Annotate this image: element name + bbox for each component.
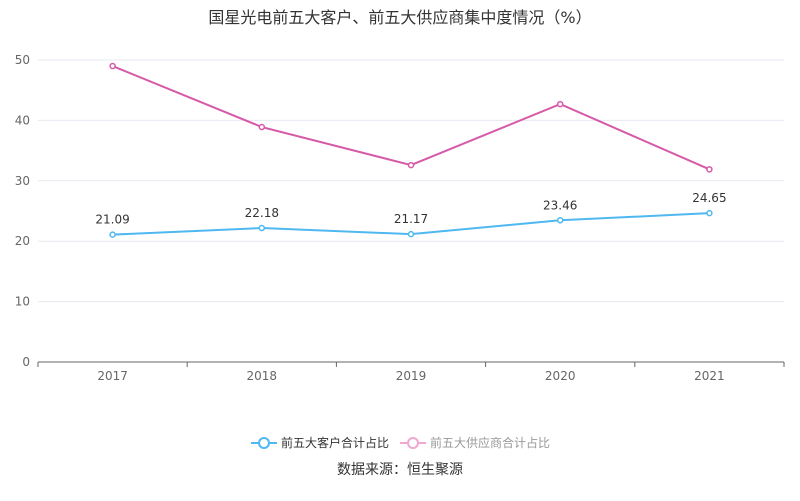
data-point	[258, 123, 266, 131]
data-label: 21.09	[95, 213, 129, 227]
data-label: 24.65	[692, 191, 726, 205]
data-source: 数据来源：恒生聚源	[337, 462, 463, 478]
data-point	[706, 166, 713, 173]
data-point	[706, 209, 713, 217]
legend-marker-icon	[400, 436, 426, 449]
x-tick-label: 2021	[694, 369, 725, 383]
data-point	[556, 100, 564, 108]
data-label: 21.17	[394, 212, 428, 226]
data-point	[556, 217, 564, 224]
y-tick-label: 50	[15, 53, 30, 67]
x-tick-label: 2017	[97, 369, 128, 383]
data-point	[109, 231, 116, 238]
chart-title: 国星光电前五大客户、前五大供应商集中度情况（%）	[208, 8, 592, 27]
data-point	[109, 62, 116, 70]
legend-label: 前五大供应商合计占比	[430, 436, 551, 450]
legend-label: 前五大客户合计占比	[281, 436, 390, 450]
data-label: 22.18	[245, 206, 279, 220]
data-point	[407, 230, 415, 238]
data-label: 23.46	[543, 198, 577, 212]
x-tick-label: 2020	[545, 369, 576, 383]
y-tick-label: 0	[22, 355, 30, 369]
x-tick-label: 2018	[247, 369, 278, 383]
legend-item-suppliers[interactable]: 前五大供应商合计占比	[400, 434, 550, 451]
y-tick-label: 30	[15, 174, 30, 188]
legend-item-customers[interactable]: 前五大客户合计占比	[251, 434, 389, 451]
y-tick-label: 40	[15, 113, 30, 127]
x-tick-label: 2019	[396, 369, 427, 383]
y-tick-label: 20	[15, 234, 30, 248]
data-point	[407, 161, 415, 169]
series-line-1	[112, 65, 710, 171]
legend-marker-icon	[251, 436, 277, 449]
data-point	[258, 224, 266, 232]
y-tick-label: 10	[15, 295, 30, 309]
